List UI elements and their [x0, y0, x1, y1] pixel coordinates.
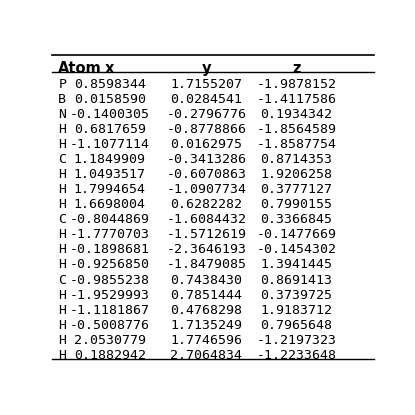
Text: -0.1400305: -0.1400305	[70, 108, 150, 121]
Text: -1.0907734: -1.0907734	[166, 183, 246, 196]
Text: x: x	[105, 61, 115, 76]
Text: 0.0162975: 0.0162975	[170, 138, 242, 151]
Text: 1.3941445: 1.3941445	[260, 259, 332, 271]
Text: 0.7851444: 0.7851444	[170, 288, 242, 302]
Text: -1.4117586: -1.4117586	[256, 93, 336, 106]
Text: 0.3777127: 0.3777127	[260, 183, 332, 196]
Text: C: C	[58, 154, 66, 166]
Text: P: P	[58, 78, 66, 91]
Text: 0.8714353: 0.8714353	[260, 154, 332, 166]
Text: 0.1934342: 0.1934342	[260, 108, 332, 121]
Text: y: y	[202, 61, 211, 76]
Text: 0.6817659: 0.6817659	[74, 123, 146, 136]
Text: 1.7746596: 1.7746596	[170, 334, 242, 347]
Text: 1.6698004: 1.6698004	[74, 198, 146, 211]
Text: 1.7994654: 1.7994654	[74, 183, 146, 196]
Text: 0.0284541: 0.0284541	[170, 93, 242, 106]
Text: H: H	[58, 123, 66, 136]
Text: -1.8564589: -1.8564589	[256, 123, 336, 136]
Text: C: C	[58, 213, 66, 227]
Text: -0.6070863: -0.6070863	[166, 168, 246, 181]
Text: 1.7135249: 1.7135249	[170, 319, 242, 332]
Text: 1.1849909: 1.1849909	[74, 154, 146, 166]
Text: -1.6084432: -1.6084432	[166, 213, 246, 227]
Text: -0.9256850: -0.9256850	[70, 259, 150, 271]
Text: 1.0493517: 1.0493517	[74, 168, 146, 181]
Text: 1.7155207: 1.7155207	[170, 78, 242, 91]
Text: -1.8479085: -1.8479085	[166, 259, 246, 271]
Text: -0.8778866: -0.8778866	[166, 123, 246, 136]
Text: -0.8044869: -0.8044869	[70, 213, 150, 227]
Text: C: C	[58, 273, 66, 286]
Text: -2.3646193: -2.3646193	[166, 244, 246, 256]
Text: H: H	[58, 349, 66, 361]
Text: H: H	[58, 228, 66, 242]
Text: 0.0158590: 0.0158590	[74, 93, 146, 106]
Text: 1.9206258: 1.9206258	[260, 168, 332, 181]
Text: -0.1477669: -0.1477669	[256, 228, 336, 242]
Text: 0.3739725: 0.3739725	[260, 288, 332, 302]
Text: 0.8598344: 0.8598344	[74, 78, 146, 91]
Text: H: H	[58, 183, 66, 196]
Text: -1.2197323: -1.2197323	[256, 334, 336, 347]
Text: H: H	[58, 288, 66, 302]
Text: 0.8691413: 0.8691413	[260, 273, 332, 286]
Text: -0.1454302: -0.1454302	[256, 244, 336, 256]
Text: N: N	[58, 108, 66, 121]
Text: H: H	[58, 303, 66, 317]
Text: -1.7770703: -1.7770703	[70, 228, 150, 242]
Text: -1.1181867: -1.1181867	[70, 303, 150, 317]
Text: 0.6282282: 0.6282282	[170, 198, 242, 211]
Text: -1.9529993: -1.9529993	[70, 288, 150, 302]
Text: -0.2796776: -0.2796776	[166, 108, 246, 121]
Text: -1.9878152: -1.9878152	[256, 78, 336, 91]
Text: 0.7438430: 0.7438430	[170, 273, 242, 286]
Text: z: z	[292, 61, 300, 76]
Text: H: H	[58, 168, 66, 181]
Text: -1.5712619: -1.5712619	[166, 228, 246, 242]
Text: H: H	[58, 138, 66, 151]
Text: 1.9183712: 1.9183712	[260, 303, 332, 317]
Text: H: H	[58, 259, 66, 271]
Text: -0.5008776: -0.5008776	[70, 319, 150, 332]
Text: -1.8587754: -1.8587754	[256, 138, 336, 151]
Text: -1.1077114: -1.1077114	[70, 138, 150, 151]
Text: H: H	[58, 334, 66, 347]
Text: 0.3366845: 0.3366845	[260, 213, 332, 227]
Text: H: H	[58, 244, 66, 256]
Text: 0.7965648: 0.7965648	[260, 319, 332, 332]
Text: B: B	[58, 93, 66, 106]
Text: -0.1898681: -0.1898681	[70, 244, 150, 256]
Text: 0.4768298: 0.4768298	[170, 303, 242, 317]
Text: -0.9855238: -0.9855238	[70, 273, 150, 286]
Text: 0.7990155: 0.7990155	[260, 198, 332, 211]
Text: Atom: Atom	[58, 61, 102, 76]
Text: 0.1882942: 0.1882942	[74, 349, 146, 361]
Text: H: H	[58, 198, 66, 211]
Text: 2.7064834: 2.7064834	[170, 349, 242, 361]
Text: 2.0530779: 2.0530779	[74, 334, 146, 347]
Text: H: H	[58, 319, 66, 332]
Text: -1.2233648: -1.2233648	[256, 349, 336, 361]
Text: -0.3413286: -0.3413286	[166, 154, 246, 166]
